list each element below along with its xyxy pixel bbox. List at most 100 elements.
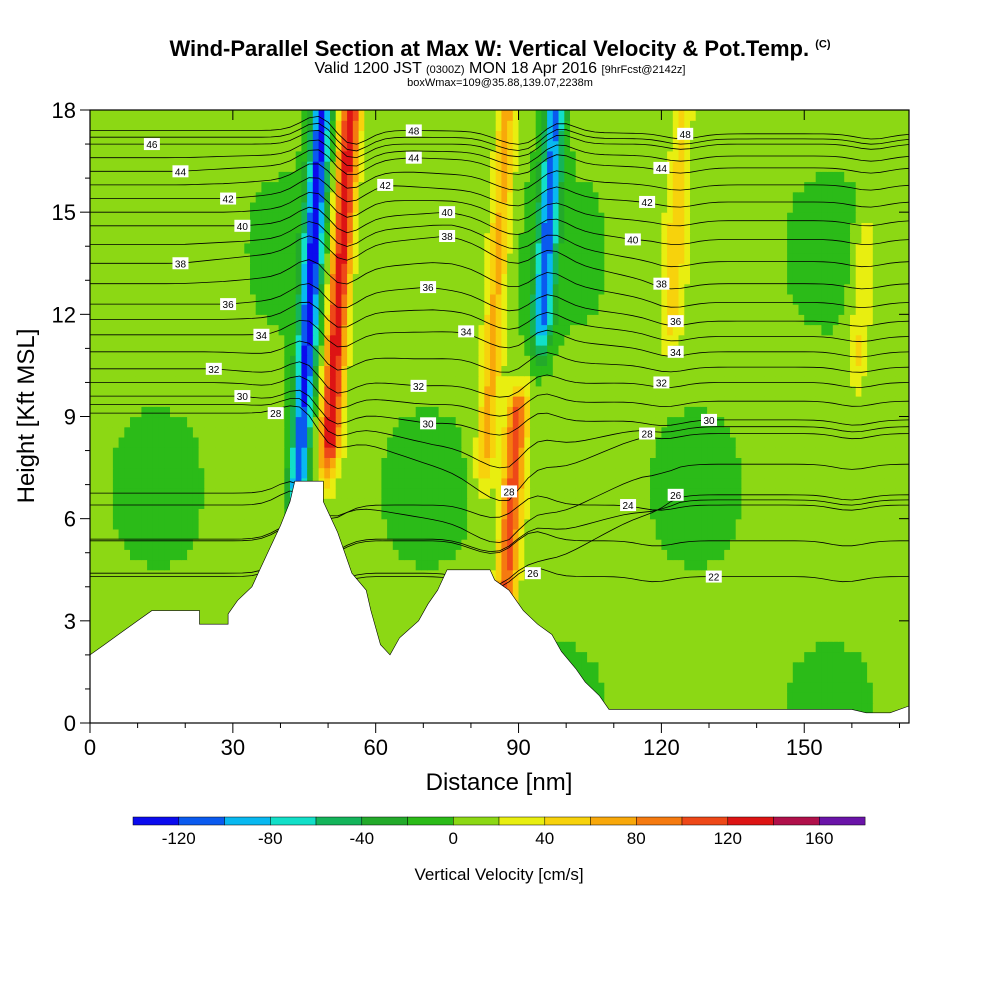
field-cell [587, 600, 594, 612]
field-cell [592, 600, 600, 612]
field-cell [410, 528, 417, 540]
field-cell [667, 436, 674, 448]
field-cell [455, 467, 462, 479]
field-cell [107, 620, 114, 632]
field-cell [832, 549, 840, 561]
field-cell [415, 467, 422, 479]
field-cell [307, 365, 314, 377]
field-cell [330, 498, 337, 509]
field-cell [570, 447, 577, 458]
field-cell [695, 498, 702, 509]
field-cell [730, 498, 737, 509]
field-cell [130, 610, 137, 622]
field-cell [124, 549, 131, 561]
field-cell [752, 436, 760, 448]
field-cell [238, 406, 245, 418]
field-cell [518, 528, 525, 540]
field-cell [478, 385, 485, 397]
field-cell [650, 651, 657, 663]
field-cell [495, 416, 502, 428]
field-cell [592, 396, 600, 407]
field-cell [775, 549, 782, 561]
field-cell [427, 569, 434, 581]
field-cell [261, 457, 268, 469]
field-cell [884, 610, 891, 622]
field-cell [427, 539, 434, 550]
field-cell [632, 559, 640, 571]
field-cell [552, 436, 560, 448]
field-cell [907, 631, 909, 642]
field-cell [867, 631, 874, 642]
field-cell [318, 385, 325, 397]
field-cell [518, 375, 525, 387]
field-cell [541, 620, 548, 632]
field-cell [164, 385, 171, 397]
field-cell [558, 416, 565, 428]
field-cell [850, 692, 857, 704]
field-cell [358, 539, 365, 550]
field-cell [655, 549, 662, 561]
field-cell [644, 610, 651, 622]
field-cell [124, 385, 131, 397]
field-cell [781, 477, 788, 489]
field-cell [341, 518, 348, 530]
field-cell [621, 457, 628, 469]
field-cell [707, 457, 714, 469]
field-cell [615, 488, 622, 499]
field-cell [261, 488, 268, 499]
field-cell [838, 436, 845, 448]
field-cell [615, 692, 622, 704]
field-cell [907, 436, 909, 448]
field-cell [455, 385, 462, 397]
field-cell [152, 477, 160, 489]
field-cell [130, 528, 137, 540]
field-cell [541, 406, 548, 418]
field-cell [307, 385, 314, 397]
field-cell [192, 600, 200, 612]
field-cell [478, 508, 485, 520]
field-cell [118, 457, 125, 469]
field-cell [175, 559, 182, 571]
field-cell [358, 467, 365, 479]
field-cell [592, 426, 600, 438]
field-cell [118, 416, 125, 428]
field-cell [432, 365, 440, 377]
field-cell [587, 661, 594, 673]
field-cell [387, 406, 394, 418]
field-cell [884, 682, 891, 693]
field-cell [632, 539, 640, 550]
field-cell [598, 365, 605, 377]
field-cell [455, 549, 462, 561]
field-cell [844, 590, 851, 601]
field-cell [644, 498, 651, 509]
field-cell [210, 498, 217, 509]
field-cell [221, 508, 228, 520]
field-cell [152, 539, 160, 550]
field-cell [678, 692, 685, 704]
field-cell [815, 385, 822, 397]
field-cell [147, 569, 154, 581]
field-cell [438, 365, 445, 377]
field-cell [101, 436, 108, 448]
field-cell [581, 549, 588, 561]
field-cell [141, 508, 148, 520]
field-cell [741, 528, 748, 540]
field-cell [690, 549, 697, 561]
field-cell [427, 590, 434, 601]
field-cell [215, 467, 222, 479]
field-cell [844, 641, 851, 653]
field-cell [592, 416, 600, 428]
field-cell [398, 498, 405, 509]
field-cell [770, 406, 777, 418]
field-cell [598, 590, 605, 601]
field-cell [118, 549, 125, 561]
field-cell [564, 396, 571, 407]
field-cell [387, 641, 394, 653]
field-cell [701, 702, 708, 714]
field-cell [284, 447, 291, 458]
field-cell [95, 447, 102, 458]
field-cell [850, 631, 857, 642]
field-cell [632, 692, 640, 704]
field-cell [232, 436, 240, 448]
field-cell [872, 702, 880, 714]
